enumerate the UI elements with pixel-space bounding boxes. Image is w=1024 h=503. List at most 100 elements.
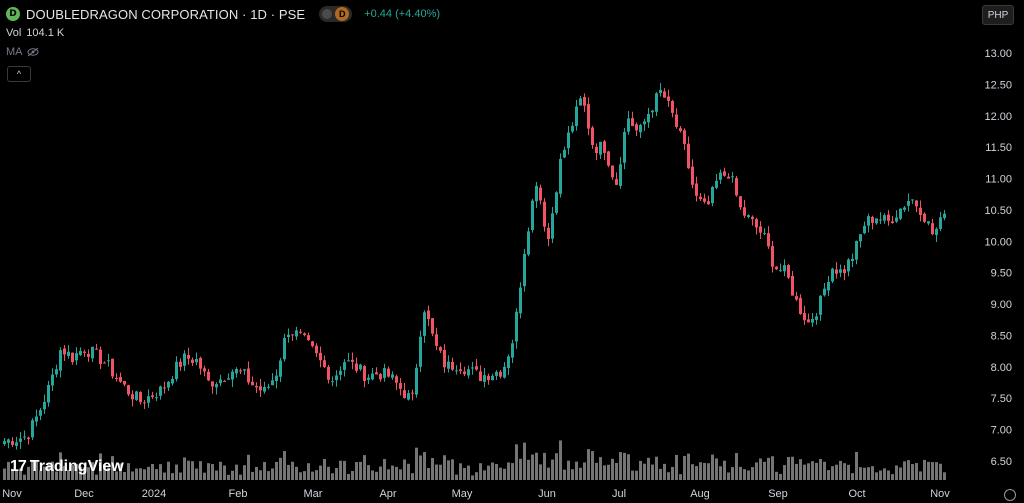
volume-bar	[243, 465, 246, 480]
candle-body	[779, 270, 782, 272]
candle-body	[163, 387, 166, 389]
candle-body	[27, 437, 30, 440]
price-tick-label: 8.50	[991, 330, 1012, 342]
candle-body	[691, 166, 694, 185]
eye-off-icon[interactable]	[27, 47, 39, 57]
candle-body	[287, 334, 290, 338]
volume-bar	[899, 467, 902, 480]
candle-body	[943, 213, 946, 219]
candle-body	[251, 381, 254, 386]
volume-bar	[95, 474, 98, 480]
candle-body	[183, 353, 186, 366]
volume-bar	[607, 464, 610, 480]
volume-bar	[891, 474, 894, 480]
candle-body	[819, 295, 822, 315]
volume-bar	[535, 452, 538, 480]
tradingview-logo[interactable]: 17 TradingView	[10, 458, 124, 476]
candle-body	[231, 371, 234, 380]
volume-bar	[507, 462, 510, 480]
candle-body	[431, 318, 434, 334]
volume-bar	[627, 454, 630, 480]
volume-bar	[3, 468, 6, 480]
candle-body	[535, 185, 538, 202]
candle-body	[47, 385, 50, 403]
currency-button[interactable]: PHP	[982, 5, 1014, 25]
volume-bar	[327, 466, 330, 480]
volume-bar	[887, 470, 890, 480]
volume-bar	[703, 462, 706, 480]
candle-body	[323, 360, 326, 367]
candle-body	[667, 96, 670, 101]
volume-bar	[499, 467, 502, 480]
candle-body	[807, 319, 810, 323]
volume-bar	[287, 464, 290, 480]
volume-bar	[671, 466, 674, 480]
volume-bar	[375, 471, 378, 480]
symbol-title[interactable]: DOUBLEDRAGON CORPORATION · 1D · PSE	[26, 6, 306, 22]
candle-body	[315, 345, 318, 354]
volume-bar	[31, 460, 34, 480]
volume-bar	[911, 464, 914, 480]
volume-bar	[571, 469, 574, 480]
volume-bar	[623, 452, 626, 480]
candlestick-series	[3, 83, 946, 450]
collapse-legend-button[interactable]: ^	[7, 66, 31, 82]
candle-body	[883, 215, 886, 221]
candle-body	[783, 265, 786, 272]
volume-bar	[923, 459, 926, 480]
candle-body	[115, 378, 118, 380]
volume-bar	[755, 462, 758, 480]
candle-body	[611, 165, 614, 178]
candle-body	[795, 296, 798, 300]
volume-bar	[791, 456, 794, 480]
candle-body	[911, 199, 914, 201]
candle-body	[159, 386, 162, 396]
candle-body	[79, 350, 82, 355]
candle-body	[895, 217, 898, 222]
settings-icon[interactable]	[1004, 489, 1016, 501]
candle-body	[499, 371, 502, 377]
volume-bar	[59, 452, 62, 480]
candle-body	[727, 176, 730, 179]
candle-body	[619, 164, 622, 186]
candle-body	[915, 200, 918, 207]
candle-body	[359, 364, 362, 370]
candle-body	[391, 374, 394, 378]
time-tick-label: Aug	[690, 488, 710, 500]
volume-bar	[227, 474, 230, 480]
chevron-up-icon: ^	[16, 69, 22, 79]
volume-bar	[715, 458, 718, 480]
volume-bar	[363, 455, 366, 480]
volume-bar	[691, 464, 694, 480]
candle-body	[171, 378, 174, 384]
volume-bar	[803, 464, 806, 480]
data-status-pill[interactable]: D	[319, 6, 353, 22]
volume-bar	[771, 456, 774, 480]
time-tick-label: Sep	[768, 488, 788, 500]
candle-body	[731, 176, 734, 178]
candle-body	[487, 375, 490, 381]
volume-bar	[51, 461, 54, 480]
volume-bar	[167, 461, 170, 480]
candle-body	[423, 312, 426, 336]
candle-body	[627, 118, 630, 132]
candle-body	[463, 371, 466, 375]
symbol-logo-icon: D	[6, 7, 20, 21]
candle-body	[859, 234, 862, 242]
candle-body	[67, 351, 70, 357]
volume-bar	[427, 467, 430, 480]
volume-bar	[583, 462, 586, 480]
volume-bar	[867, 467, 870, 480]
candle-body	[403, 390, 406, 398]
indicator-legend[interactable]: MA	[6, 46, 39, 58]
candle-body	[715, 180, 718, 188]
candle-body	[755, 219, 758, 228]
volume-bar	[87, 467, 90, 480]
candle-body	[83, 351, 86, 353]
candle-body	[791, 275, 794, 296]
candle-body	[439, 347, 442, 351]
candle-body	[743, 207, 746, 216]
volume-bar	[207, 463, 210, 480]
candle-body	[283, 337, 286, 360]
